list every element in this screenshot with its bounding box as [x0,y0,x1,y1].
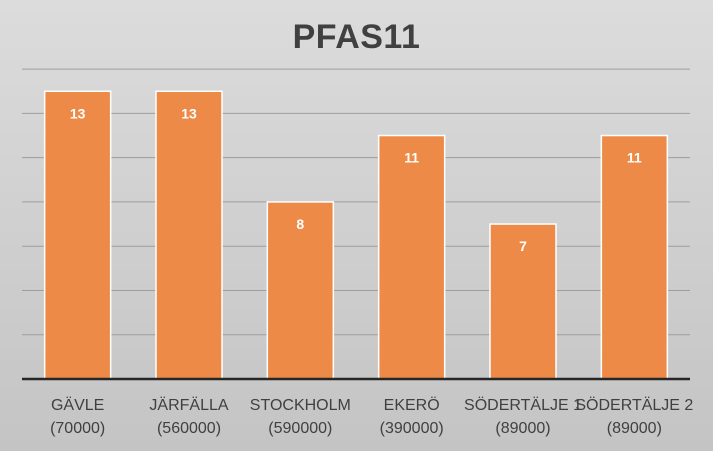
x-tick-label: (560000) [157,420,221,437]
x-tick-label: STOCKHOLM [250,397,351,414]
x-tick-label: (590000) [268,420,332,437]
x-tick-label: (390000) [380,420,444,437]
data-label: 13 [181,105,197,121]
data-label: 11 [404,150,419,166]
x-tick-label: JÄRFÄLLA [149,396,228,414]
data-label: 8 [296,216,304,232]
bar [155,90,223,380]
x-tick-label: (89000) [495,420,550,437]
x-tick-label: (70000) [50,420,105,437]
chart-title: PFAS11 [292,18,421,56]
data-label: 7 [519,238,527,254]
x-tick-label: GÄVLE [51,396,104,414]
bars: 13 13 8 11 7 11 [43,90,669,380]
data-label: 13 [70,105,86,121]
x-tick-labels: GÄVLE (70000) JÄRFÄLLA (560000) STOCKHOLM (59… [50,396,693,437]
x-tick-label: (89000) [607,420,662,437]
x-tick-label: EKERÖ [384,396,440,414]
x-tick-label: SÖDERTÄLJE 2 [575,396,693,414]
bar [266,201,335,380]
bar [377,134,446,380]
data-label: 11 [627,150,642,166]
bar [489,223,557,380]
bar [43,90,112,380]
bar [600,134,669,380]
x-tick-label: SÖDERTÄLJE 1 [464,396,582,414]
gridlines [22,68,690,336]
